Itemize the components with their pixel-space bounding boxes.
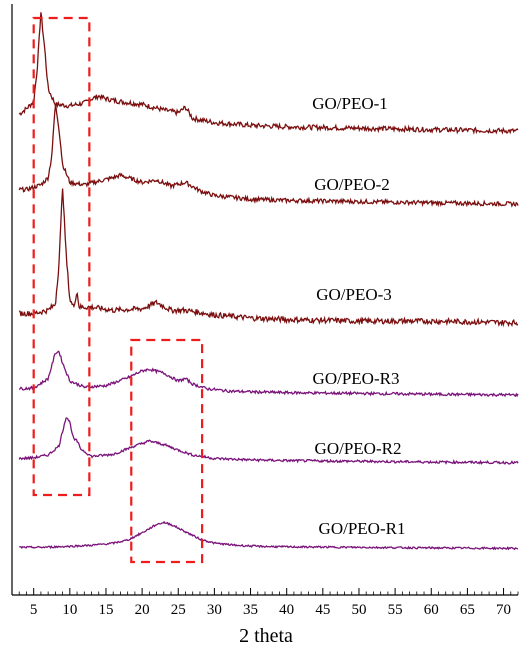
series-label-6: GO/PEO-R1 [319, 519, 406, 538]
annotation-boxes [32, 16, 204, 564]
x-tick-label-10: 10 [62, 602, 77, 618]
x-tick-label-50: 50 [351, 602, 366, 618]
series-line-5 [18, 417, 519, 465]
series-labels: GO/PEO-1 GO/PEO-2 GO/PEO-3 GO/PEO-R3 GO/PEO-… [312, 94, 405, 538]
x-axis-title: 2 theta [239, 625, 293, 645]
x-tick-label-70: 70 [496, 602, 511, 618]
series-line-1 [18, 12, 519, 135]
series-label-2: GO/PEO-2 [314, 175, 390, 194]
series-line-2 [18, 104, 519, 208]
series-line-4 [18, 350, 519, 398]
plot-lines [18, 12, 519, 551]
x-tick-label-35: 35 [243, 602, 258, 618]
x-tick-label-40: 40 [279, 602, 294, 618]
series-label-3: GO/PEO-3 [316, 285, 392, 304]
x-tick-label-25: 25 [171, 602, 186, 618]
series-label-4: GO/PEO-R3 [313, 369, 400, 388]
x-tick-label-45: 45 [315, 602, 330, 618]
annotation-box-1 [32, 16, 91, 497]
x-tick-label-20: 20 [135, 602, 150, 618]
x-tick-label-60: 60 [424, 602, 439, 618]
x-tick-label-30: 30 [207, 602, 222, 618]
x-tick-label-5: 5 [30, 602, 38, 618]
annotation-box-2 [130, 338, 204, 564]
series-line-3 [18, 188, 519, 328]
x-tick-label-65: 65 [460, 602, 475, 618]
series-line-6 [19, 520, 519, 551]
x-tick-label-55: 55 [388, 602, 403, 618]
axes: 5 10 15 20 25 30 35 40 45 50 55 60 65 70 [11, 4, 519, 618]
series-label-1: GO/PEO-1 [312, 94, 388, 113]
x-tick-label-15: 15 [98, 602, 113, 618]
series-label-5: GO/PEO-R2 [315, 439, 402, 458]
